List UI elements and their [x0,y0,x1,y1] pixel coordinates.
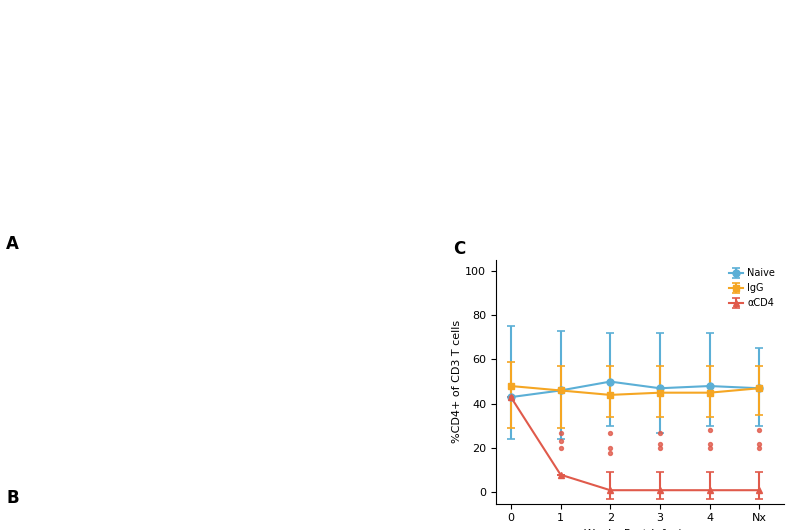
Text: A: A [6,235,19,253]
Point [703,444,716,452]
Point [703,439,716,448]
Y-axis label: %CD4+ of CD3 T cells: %CD4+ of CD3 T cells [453,320,462,443]
Point [703,426,716,435]
Text: B: B [6,489,19,507]
Point [554,437,567,446]
Text: C: C [453,240,465,258]
Point [554,428,567,437]
Point [505,393,518,401]
Point [554,444,567,452]
X-axis label: Weeks Post-Infusion: Weeks Post-Infusion [584,529,696,530]
Point [753,426,766,435]
Legend: Naive, IgG, αCD4: Naive, IgG, αCD4 [725,264,779,312]
Point [654,428,666,437]
Point [604,428,617,437]
Point [604,448,617,457]
Point [753,439,766,448]
Point [654,444,666,452]
Point [753,444,766,452]
Point [654,439,666,448]
Point [604,444,617,452]
